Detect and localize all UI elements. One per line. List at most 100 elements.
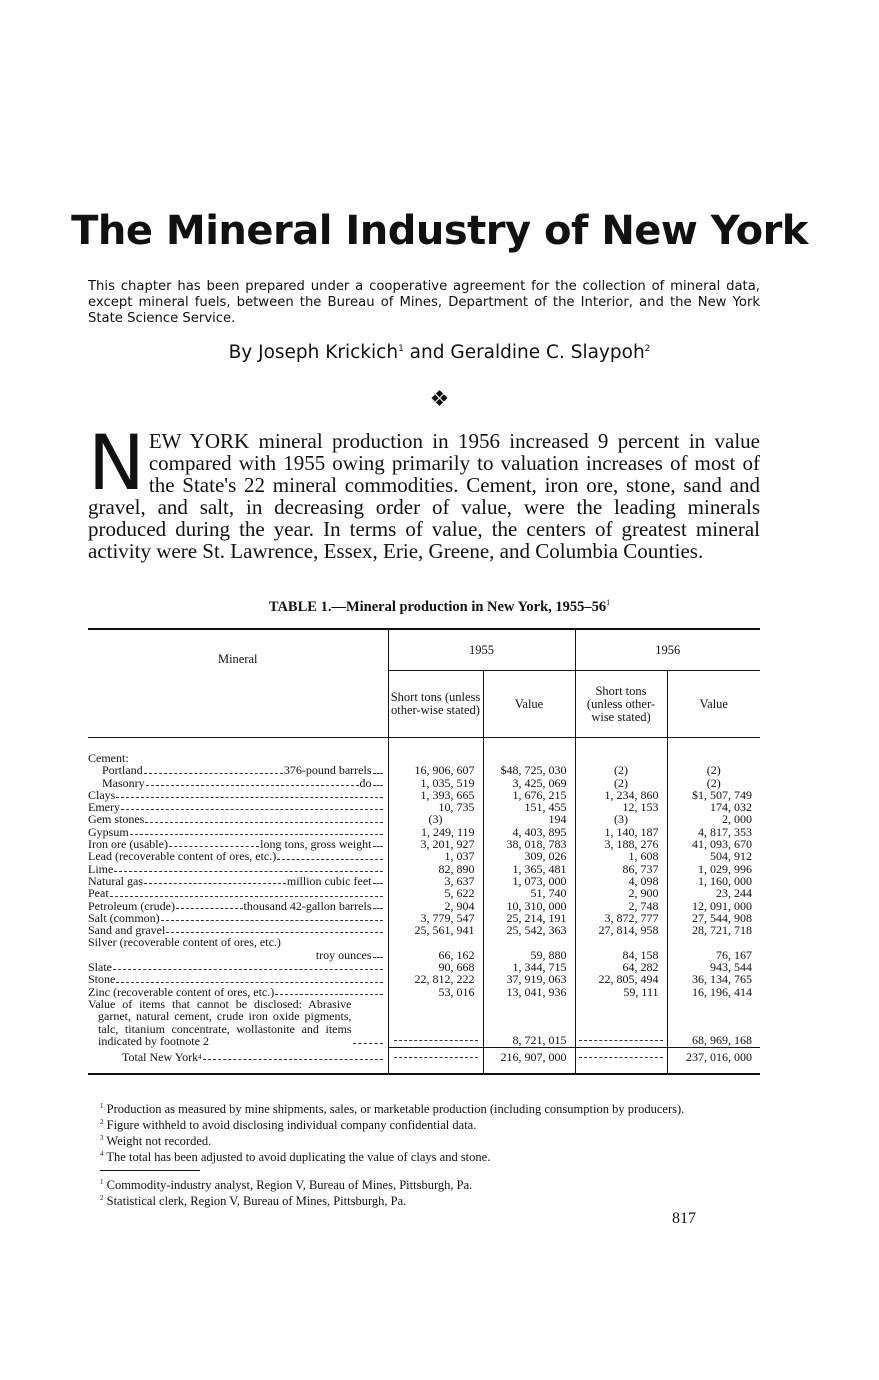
quantity-1956: (3) bbox=[574, 813, 667, 826]
mineral-name: Masonry bbox=[102, 775, 145, 790]
value-1955: $48, 725, 030 bbox=[482, 764, 575, 777]
table-bottom-rule bbox=[88, 1063, 760, 1076]
footnote-mark: 2 bbox=[100, 1194, 104, 1203]
quantity-1955: 22, 812, 222 bbox=[387, 973, 483, 986]
quantity-1955-not-applicable bbox=[387, 997, 483, 1048]
value-1955: 1, 365, 481 bbox=[482, 862, 575, 875]
value-1956: 28, 721, 718 bbox=[666, 924, 760, 936]
body-text: EW YORK mineral production in 1956 incre… bbox=[88, 429, 760, 563]
footnote: 3 Weight not recorded. bbox=[88, 1132, 760, 1148]
dash-leader bbox=[393, 1040, 478, 1042]
mineral-label: Slate bbox=[88, 961, 388, 973]
quantity-1955: 16, 906, 607 bbox=[387, 764, 483, 777]
value-1956 bbox=[666, 752, 760, 765]
value-1956: 1, 160, 000 bbox=[666, 875, 760, 887]
quantity-1955: 3, 201, 927 bbox=[387, 838, 483, 850]
mineral-name: Lime bbox=[88, 861, 114, 876]
quantity-1955: 3, 637 bbox=[387, 875, 483, 887]
byline-footnote-mark-1: 1 bbox=[398, 343, 404, 354]
quantity-1956: 2, 748 bbox=[574, 899, 667, 912]
mineral-name: Natural gas bbox=[88, 873, 143, 888]
quantity-1955: 82, 890 bbox=[387, 862, 483, 875]
value-1956: 16, 196, 414 bbox=[666, 985, 760, 998]
table-caption: TABLE 1.—Mineral production in New York,… bbox=[0, 598, 879, 616]
mineral-label: Value of items that cannot be disclosed:… bbox=[88, 998, 388, 1047]
table-row: Gypsum 1, 249, 119 4, 403, 895 1, 140, 187 4… bbox=[88, 824, 760, 839]
mineral-name: Value of items that cannot be disclosed:… bbox=[88, 996, 352, 1048]
value-1956: 23, 244 bbox=[666, 887, 760, 900]
quantity-1956: 3, 872, 777 bbox=[574, 912, 667, 924]
byline-author-1: By Joseph Krickich bbox=[228, 342, 399, 363]
mineral-label: Gem stones bbox=[88, 812, 388, 827]
quantity-1955: 1, 037 bbox=[387, 850, 483, 863]
quantity-1956: (2) bbox=[574, 776, 667, 789]
table-row: Salt (common) 3, 779, 547 25, 214, 191 3, 8… bbox=[88, 912, 760, 924]
dash-leader bbox=[579, 1040, 663, 1042]
value-1955: 25, 542, 363 bbox=[482, 924, 575, 936]
byline-author-2: and Geraldine C. Slaypoh bbox=[403, 342, 645, 363]
quantity-1955: 2, 904 bbox=[387, 899, 483, 912]
mineral-label: Lime bbox=[88, 861, 388, 876]
header-value-1956: Value bbox=[666, 670, 760, 738]
mineral-label: Portland 376-pound barrels bbox=[88, 764, 388, 777]
mineral-label: Stone bbox=[88, 973, 388, 986]
quantity-1956: 27, 814, 958 bbox=[574, 924, 667, 936]
table-row: Zinc (recoverable content of ores, etc.)… bbox=[88, 984, 760, 999]
mineral-name: Cement: bbox=[88, 751, 129, 765]
mineral-name: Gypsum bbox=[88, 824, 129, 839]
mineral-name: Sand and gravel bbox=[88, 923, 166, 938]
quantity-1956: 1, 608 bbox=[574, 850, 667, 863]
value-1955 bbox=[482, 752, 575, 765]
value-1955: 51, 740 bbox=[482, 887, 575, 900]
mineral-label: Masonry do bbox=[88, 775, 388, 790]
header-value-1955: Value bbox=[482, 670, 575, 738]
value-1956: 237, 016, 000 bbox=[666, 1046, 760, 1064]
byline: By Joseph Krickich1 and Geraldine C. Sla… bbox=[0, 342, 879, 363]
quantity-1955: 1, 393, 665 bbox=[387, 789, 483, 801]
quantity-1956: 1, 234, 860 bbox=[574, 789, 667, 801]
footnote-mark: 1 bbox=[100, 1178, 104, 1186]
mineral-name: Zinc (recoverable content of ores, etc.) bbox=[88, 984, 275, 999]
mineral-name: Silver (recoverable content of ores, etc… bbox=[88, 935, 281, 950]
quantity-1956: 86, 737 bbox=[574, 862, 667, 875]
mineral-label: Peat bbox=[88, 887, 388, 900]
table-row: Silver (recoverable content of ores, etc… bbox=[88, 936, 760, 961]
mineral-label: Natural gas million cubic feet bbox=[88, 875, 388, 887]
value-1955: 38, 018, 783 bbox=[482, 838, 575, 850]
table-row: Stone 22, 812, 222 37, 919, 063 22, 805, 49… bbox=[88, 973, 760, 986]
value-1956: 27, 544, 908 bbox=[666, 912, 760, 924]
quantity-1956: 1, 140, 187 bbox=[574, 825, 667, 838]
table-row: Lead (recoverable content of ores, etc.)… bbox=[88, 849, 760, 864]
value-1955: 3, 425, 069 bbox=[482, 776, 575, 789]
footnote: 1 Production as measured by mine shipmen… bbox=[88, 1100, 760, 1116]
footnote-mark: 1 bbox=[100, 1102, 104, 1110]
dash-leader bbox=[393, 1057, 478, 1059]
table-row: Clays 1, 393, 665 1, 676, 215 1, 234, 860 $1… bbox=[88, 789, 760, 801]
mineral-label: Gypsum bbox=[88, 824, 388, 839]
author-footnote: 1 Commodity-industry analyst, Region V, … bbox=[88, 1176, 760, 1192]
mineral-label: Cement: bbox=[88, 752, 388, 764]
mineral-label: Emery bbox=[88, 801, 388, 813]
footnote-mark: 3 bbox=[100, 1134, 104, 1143]
value-1956: $1, 507, 749 bbox=[666, 789, 760, 801]
footnote-text: Figure withheld to avoid disclosing indi… bbox=[106, 1118, 477, 1133]
mineral-name: Gem stones bbox=[88, 812, 145, 827]
quantity-1955: 66, 162 bbox=[387, 936, 483, 962]
page-title: The Mineral Industry of New York bbox=[71, 208, 808, 254]
value-1956: (2) bbox=[666, 776, 760, 789]
quantity-1955: 1, 035, 519 bbox=[387, 776, 483, 789]
quantity-1955: 5, 622 bbox=[387, 887, 483, 900]
ornament-icon: ❖ bbox=[429, 386, 450, 411]
quantity-1956: (2) bbox=[574, 764, 667, 777]
mineral-name: Slate bbox=[88, 960, 112, 975]
table-row: Petroleum (crude) thousand 42-gallon barr… bbox=[88, 898, 760, 913]
mineral-label: Clays bbox=[88, 789, 388, 801]
table-caption-text: TABLE 1.—Mineral production in New York,… bbox=[268, 598, 607, 615]
mineral-name: Emery bbox=[88, 800, 120, 815]
mineral-name: Petroleum (crude) bbox=[88, 898, 175, 913]
value-1955: 8, 721, 015 bbox=[482, 997, 575, 1048]
quantity-1956: 2, 900 bbox=[574, 887, 667, 900]
value-1955: 37, 919, 063 bbox=[482, 973, 575, 986]
value-1955: 1, 073, 000 bbox=[482, 875, 575, 887]
mineral-name: Lead (recoverable content of ores, etc.) bbox=[88, 849, 277, 864]
